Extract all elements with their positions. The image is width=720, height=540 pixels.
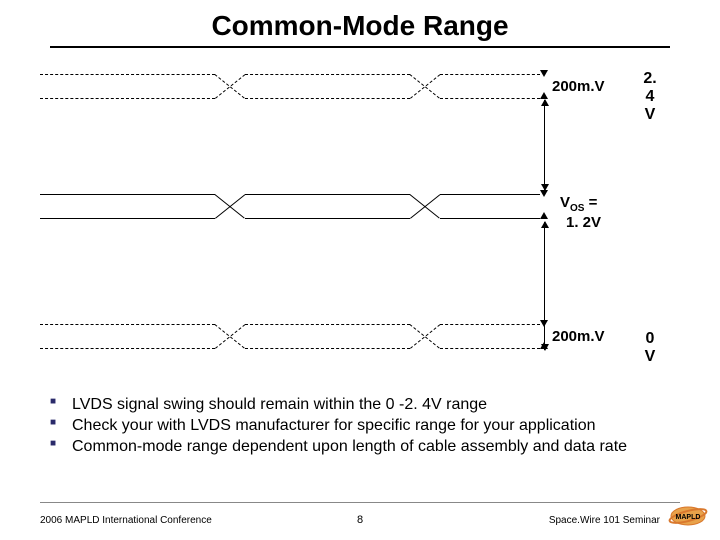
footer-page-number: 8 [357, 514, 363, 526]
range-arrow-seg [544, 100, 545, 190]
footer-right: Space.Wire 101 Seminar [549, 515, 660, 526]
signal-group-2 [40, 320, 540, 356]
page-title: Common-Mode Range [0, 0, 720, 46]
footer-divider [40, 502, 680, 503]
footer: 2006 MAPLD International Conference 8 Sp… [0, 502, 720, 532]
rail-bottom-label: 0 V [640, 330, 660, 366]
signal-group-0 [40, 70, 540, 106]
mapld-logo: MAPLD [668, 504, 708, 528]
diagram: 200m.V 200m.V VOS =1. 2V 2. 4V 0 V [40, 60, 660, 380]
bullet-item: Check your with LVDS manufacturer for sp… [50, 416, 660, 436]
footer-left: 2006 MAPLD International Conference [40, 515, 212, 526]
range-arrow-seg [544, 222, 545, 350]
swing-label-2: 200m.V [552, 328, 605, 345]
vos-label: VOS =1. 2V [560, 194, 601, 231]
svg-text:MAPLD: MAPLD [676, 514, 701, 521]
swing-label-0: 200m.V [552, 78, 605, 95]
bullet-item: Common-mode range dependent upon length … [50, 437, 660, 457]
rail-top-label: 2. 4V [640, 70, 660, 124]
bullet-item: LVDS signal swing should remain within t… [50, 395, 660, 415]
bullet-list: LVDS signal swing should remain within t… [50, 395, 660, 458]
signal-group-1 [40, 190, 540, 226]
title-underline [50, 46, 670, 48]
